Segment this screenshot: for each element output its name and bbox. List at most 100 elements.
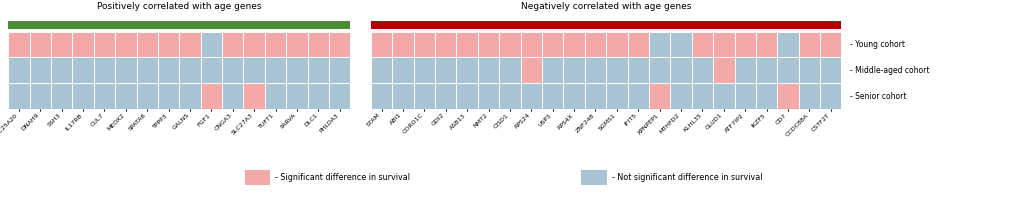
Bar — [605, 58, 627, 83]
Bar — [414, 58, 434, 83]
Bar — [137, 32, 158, 58]
Bar — [392, 58, 414, 83]
Bar — [520, 58, 541, 83]
Bar — [734, 32, 755, 58]
Bar — [115, 32, 137, 58]
Bar — [244, 32, 265, 58]
Bar — [51, 83, 72, 109]
Bar — [520, 83, 541, 109]
Bar — [72, 83, 94, 109]
Bar — [498, 58, 520, 83]
Bar — [798, 58, 819, 83]
Bar — [222, 83, 244, 109]
Bar — [434, 32, 455, 58]
Bar — [712, 32, 734, 58]
Bar — [562, 83, 584, 109]
Bar — [30, 58, 51, 83]
Text: - Middle-aged cohort: - Middle-aged cohort — [849, 66, 928, 75]
Bar — [222, 58, 244, 83]
Text: - Not significant difference in survival: - Not significant difference in survival — [611, 173, 762, 182]
Bar — [286, 32, 308, 58]
Bar — [734, 58, 755, 83]
Bar — [584, 58, 605, 83]
Bar — [455, 83, 477, 109]
Bar — [137, 58, 158, 83]
Bar — [392, 83, 414, 109]
Bar — [158, 58, 179, 83]
Bar — [434, 83, 455, 109]
Bar — [669, 58, 691, 83]
Title: Negatively correlated with age genes: Negatively correlated with age genes — [521, 2, 691, 11]
Bar — [201, 58, 222, 83]
Bar — [308, 83, 329, 109]
Bar — [819, 58, 841, 83]
Bar — [734, 83, 755, 109]
Bar — [477, 58, 498, 83]
Bar — [562, 58, 584, 83]
Bar — [72, 32, 94, 58]
Bar — [776, 58, 798, 83]
Bar — [265, 58, 286, 83]
Bar — [308, 32, 329, 58]
Bar — [477, 32, 498, 58]
Bar — [691, 32, 712, 58]
Text: - Senior cohort: - Senior cohort — [849, 92, 905, 101]
Bar — [541, 32, 562, 58]
Bar — [414, 83, 434, 109]
Bar — [201, 32, 222, 58]
Bar — [712, 83, 734, 109]
Bar — [244, 58, 265, 83]
Bar — [30, 83, 51, 109]
Bar — [371, 58, 392, 83]
Bar — [8, 32, 30, 58]
Bar — [776, 83, 798, 109]
Bar — [179, 58, 201, 83]
Bar — [265, 83, 286, 109]
Bar — [308, 58, 329, 83]
Bar — [414, 32, 434, 58]
Bar — [158, 32, 179, 58]
Bar — [371, 32, 392, 58]
Bar — [455, 58, 477, 83]
Bar — [477, 83, 498, 109]
Bar — [94, 58, 115, 83]
Bar — [158, 83, 179, 109]
Bar — [541, 83, 562, 109]
Bar — [798, 32, 819, 58]
Bar — [115, 58, 137, 83]
Bar — [371, 83, 392, 109]
Bar — [669, 83, 691, 109]
Bar — [648, 83, 669, 109]
Bar — [584, 32, 605, 58]
Bar — [627, 58, 648, 83]
Bar — [51, 32, 72, 58]
Bar — [627, 32, 648, 58]
Bar — [776, 32, 798, 58]
Bar — [755, 32, 776, 58]
Bar — [94, 83, 115, 109]
Bar — [179, 32, 201, 58]
Bar — [8, 58, 30, 83]
Title: Positively correlated with age genes: Positively correlated with age genes — [97, 2, 261, 11]
Bar — [605, 32, 627, 58]
Bar — [265, 32, 286, 58]
Bar — [669, 32, 691, 58]
Bar — [520, 32, 541, 58]
Bar — [72, 58, 94, 83]
Bar — [329, 83, 351, 109]
Text: - Significant difference in survival: - Significant difference in survival — [275, 173, 410, 182]
Bar — [455, 32, 477, 58]
Bar — [30, 32, 51, 58]
Bar — [392, 32, 414, 58]
Bar — [434, 58, 455, 83]
Bar — [137, 83, 158, 109]
Bar — [541, 58, 562, 83]
Bar — [498, 32, 520, 58]
Bar — [627, 83, 648, 109]
Text: - Young cohort: - Young cohort — [849, 40, 904, 49]
Bar — [562, 32, 584, 58]
Bar — [201, 83, 222, 109]
Bar — [286, 58, 308, 83]
Bar — [8, 83, 30, 109]
Bar — [329, 58, 351, 83]
